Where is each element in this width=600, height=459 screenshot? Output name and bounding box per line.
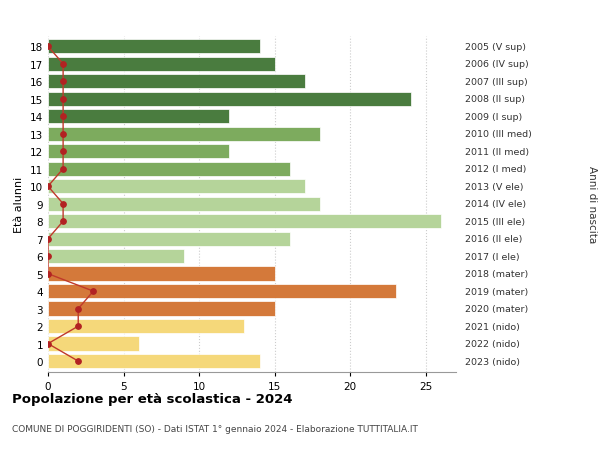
Text: Anni di nascita: Anni di nascita: [587, 166, 597, 243]
Text: 2005 (V sup): 2005 (V sup): [465, 43, 526, 52]
Bar: [48, 267, 275, 281]
Bar: [48, 162, 290, 177]
Text: 2017 (I ele): 2017 (I ele): [465, 252, 520, 261]
Text: 2009 (I sup): 2009 (I sup): [465, 112, 522, 122]
Point: [73, 305, 83, 313]
Bar: [48, 285, 395, 299]
Point: [58, 96, 68, 103]
Bar: [48, 354, 260, 369]
Bar: [48, 302, 275, 316]
Y-axis label: Età alunni: Età alunni: [14, 176, 25, 232]
Bar: [48, 92, 410, 106]
Bar: [48, 197, 320, 212]
Point: [89, 288, 98, 295]
Point: [43, 270, 53, 278]
Bar: [48, 179, 305, 194]
Point: [58, 218, 68, 225]
Bar: [48, 232, 290, 246]
Bar: [48, 40, 260, 54]
Bar: [48, 145, 229, 159]
Point: [43, 44, 53, 51]
Point: [58, 113, 68, 121]
Point: [73, 323, 83, 330]
Text: 2015 (III ele): 2015 (III ele): [465, 217, 525, 226]
Point: [43, 340, 53, 347]
Bar: [48, 57, 275, 72]
Bar: [48, 110, 229, 124]
Bar: [48, 337, 139, 351]
Text: COMUNE DI POGGIRIDENTI (SO) - Dati ISTAT 1° gennaio 2024 - Elaborazione TUTTITAL: COMUNE DI POGGIRIDENTI (SO) - Dati ISTAT…: [12, 425, 418, 434]
Text: 2019 (mater): 2019 (mater): [465, 287, 528, 296]
Bar: [48, 214, 441, 229]
Text: 2023 (nido): 2023 (nido): [465, 357, 520, 366]
Point: [43, 183, 53, 190]
Legend: Sec. II grado, Sec. I grado, Scuola Primaria, Scuola Infanzia, Asilo Nido, Stran: Sec. II grado, Sec. I grado, Scuola Prim…: [49, 0, 491, 2]
Text: 2010 (III med): 2010 (III med): [465, 130, 532, 139]
Text: 2016 (II ele): 2016 (II ele): [465, 235, 523, 244]
Text: 2013 (V ele): 2013 (V ele): [465, 182, 523, 191]
Text: 2020 (mater): 2020 (mater): [465, 304, 528, 313]
Bar: [48, 249, 184, 264]
Bar: [48, 75, 305, 89]
Text: 2018 (mater): 2018 (mater): [465, 269, 528, 279]
Text: 2014 (IV ele): 2014 (IV ele): [465, 200, 526, 209]
Text: 2012 (I med): 2012 (I med): [465, 165, 526, 174]
Text: 2007 (III sup): 2007 (III sup): [465, 78, 528, 87]
Point: [43, 253, 53, 260]
Bar: [48, 127, 320, 142]
Text: 2006 (IV sup): 2006 (IV sup): [465, 60, 529, 69]
Point: [43, 235, 53, 243]
Text: Popolazione per età scolastica - 2024: Popolazione per età scolastica - 2024: [12, 392, 293, 405]
Text: 2022 (nido): 2022 (nido): [465, 339, 520, 348]
Point: [58, 78, 68, 86]
Point: [58, 166, 68, 173]
Text: 2021 (nido): 2021 (nido): [465, 322, 520, 331]
Point: [58, 131, 68, 138]
Point: [73, 358, 83, 365]
Bar: [48, 319, 244, 334]
Point: [58, 148, 68, 156]
Text: 2008 (II sup): 2008 (II sup): [465, 95, 525, 104]
Point: [58, 201, 68, 208]
Text: 2011 (II med): 2011 (II med): [465, 147, 529, 157]
Point: [58, 61, 68, 68]
